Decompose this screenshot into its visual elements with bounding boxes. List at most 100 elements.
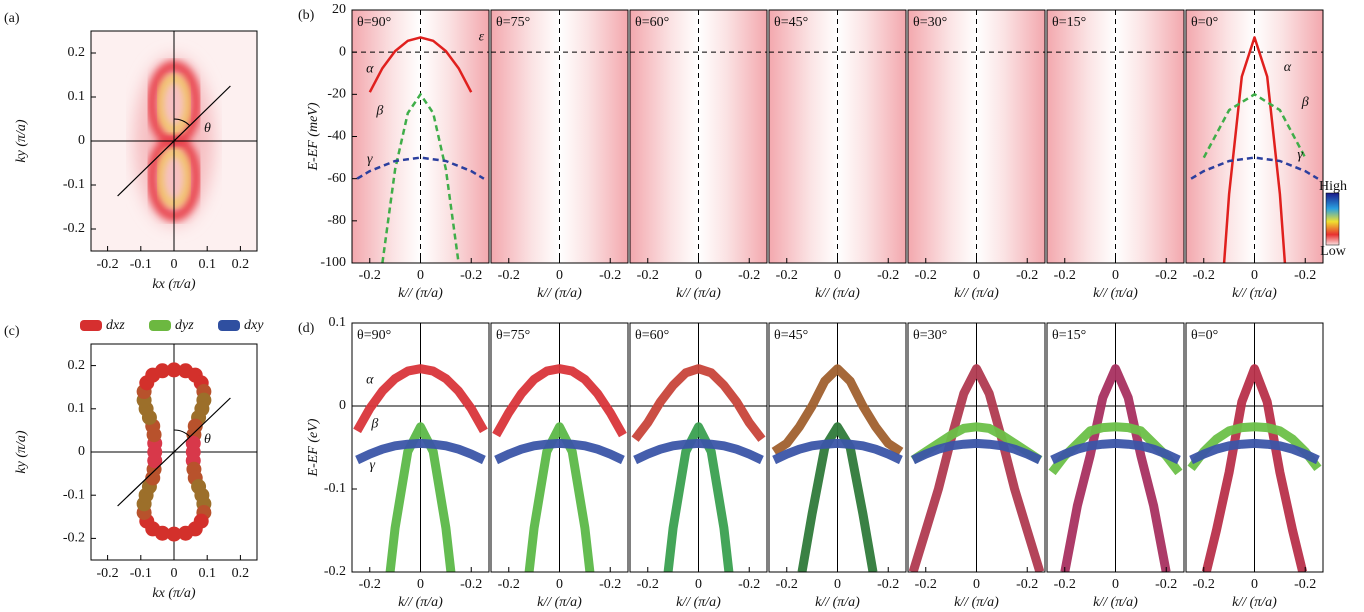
angle-label: θ (204, 432, 211, 447)
band (772, 438, 903, 465)
x-tick-label: -0.2 (498, 268, 520, 283)
band-fit (1190, 156, 1319, 180)
x-tick-label: 0 (695, 268, 702, 283)
band-fit (356, 156, 485, 180)
band (524, 422, 595, 572)
orbital-point (178, 525, 194, 541)
y-tick-label: 0 (78, 444, 85, 459)
x-tick-label: 0 (417, 577, 424, 592)
band (353, 364, 488, 434)
band-fit (1222, 36, 1287, 263)
y-tick-label: 0.2 (68, 358, 86, 373)
x-tick-label: -0.2 (915, 268, 937, 283)
x-tick-label: -0.2 (776, 577, 798, 592)
y-axis-label: E-EF (meV) (306, 102, 321, 171)
band-label: α (1284, 60, 1292, 75)
x-tick-label: 0 (973, 577, 980, 592)
subplot-title: θ=45° (774, 328, 808, 343)
x-tick-label: -0.2 (1054, 268, 1076, 283)
subplot-title: θ=30° (913, 15, 947, 30)
x-tick-label: 0 (171, 566, 178, 581)
orbital-point (166, 362, 182, 378)
angle-arc (173, 118, 191, 127)
x-tick-label: -0.2 (1193, 268, 1215, 283)
x-axis-label: k// (π/a) (676, 286, 721, 301)
x-axis-label: kx (π/a) (152, 277, 195, 292)
legend-label: dyz (175, 318, 194, 333)
x-tick-label: 0.2 (232, 566, 250, 581)
legend-swatch (218, 320, 240, 331)
x-tick-label: -0.2 (498, 577, 520, 592)
band-label: β (375, 103, 383, 118)
x-tick-label: -0.2 (359, 268, 381, 283)
x-tick-label: 0.1 (198, 566, 216, 581)
subplot-title: θ=75° (496, 328, 530, 343)
y-tick-label: -40 (327, 129, 346, 144)
orbital-point (154, 363, 170, 379)
subplot-title: θ=60° (635, 15, 669, 30)
band (1187, 422, 1322, 472)
subplot-title: θ=0° (1191, 15, 1218, 30)
band-label: β (1301, 95, 1309, 110)
x-tick-label: -0.2 (359, 577, 381, 592)
band (771, 364, 904, 456)
subplot-title: θ=15° (1052, 328, 1086, 343)
angle-arc (173, 429, 191, 438)
subplot-title: θ=75° (496, 15, 530, 30)
band (385, 422, 456, 572)
x-axis-label: k// (π/a) (398, 286, 443, 301)
colorbar (1325, 192, 1340, 246)
y-tick-label: 0.1 (68, 89, 86, 104)
band-label: γ (370, 458, 376, 473)
panel-label: (a) (4, 11, 20, 26)
x-tick-label: 0 (834, 268, 841, 283)
subplot-title: θ=30° (913, 328, 947, 343)
x-axis-label: k// (π/a) (815, 595, 860, 610)
x-tick-label: 0 (171, 257, 178, 272)
colorbar-label: High (1319, 179, 1347, 194)
x-axis-label: k// (π/a) (1093, 286, 1138, 301)
band (633, 438, 764, 465)
x-tick-label: -0.2 (1155, 577, 1177, 592)
subplot-title: θ=0° (1191, 328, 1218, 343)
x-tick-label: -0.2 (1294, 268, 1316, 283)
band (494, 438, 625, 465)
x-axis-label: k// (π/a) (954, 595, 999, 610)
x-tick-label: -0.2 (97, 566, 119, 581)
y-tick-label: -80 (327, 213, 346, 228)
band-label: γ (367, 152, 373, 167)
x-tick-label: 0 (556, 577, 563, 592)
x-tick-label: 0 (1112, 268, 1119, 283)
x-tick-label: 0 (1112, 577, 1119, 592)
panel-label: (c) (4, 324, 20, 339)
x-tick-label: 0 (695, 577, 702, 592)
x-tick-label: -0.1 (130, 257, 152, 272)
band (355, 438, 486, 465)
panel-label: (b) (298, 8, 315, 23)
x-tick-label: 0 (1251, 577, 1258, 592)
x-tick-label: -0.2 (460, 577, 482, 592)
y-tick-label: 0.1 (68, 401, 86, 416)
x-axis-label: k// (π/a) (537, 595, 582, 610)
y-tick-label: 20 (332, 2, 346, 17)
band-label: α (366, 61, 374, 76)
x-tick-label: -0.2 (637, 577, 659, 592)
band (1050, 438, 1181, 465)
x-tick-label: -0.2 (599, 268, 621, 283)
subplot-title: θ=45° (774, 15, 808, 30)
x-axis-label: k// (π/a) (676, 595, 721, 610)
angle-label: θ (204, 121, 211, 136)
x-tick-label: -0.2 (1016, 577, 1038, 592)
x-tick-label: -0.2 (915, 577, 937, 592)
band-fit (368, 36, 473, 93)
cut-line (117, 397, 231, 507)
y-tick-label: -0.1 (324, 481, 346, 496)
x-tick-label: 0.2 (232, 257, 250, 272)
band (663, 422, 734, 572)
y-tick-label: -100 (320, 255, 346, 270)
band-label: γ (1297, 148, 1303, 163)
legend-label: dxz (106, 318, 125, 333)
subplot-title: θ=90° (357, 328, 391, 343)
band (911, 438, 1042, 465)
